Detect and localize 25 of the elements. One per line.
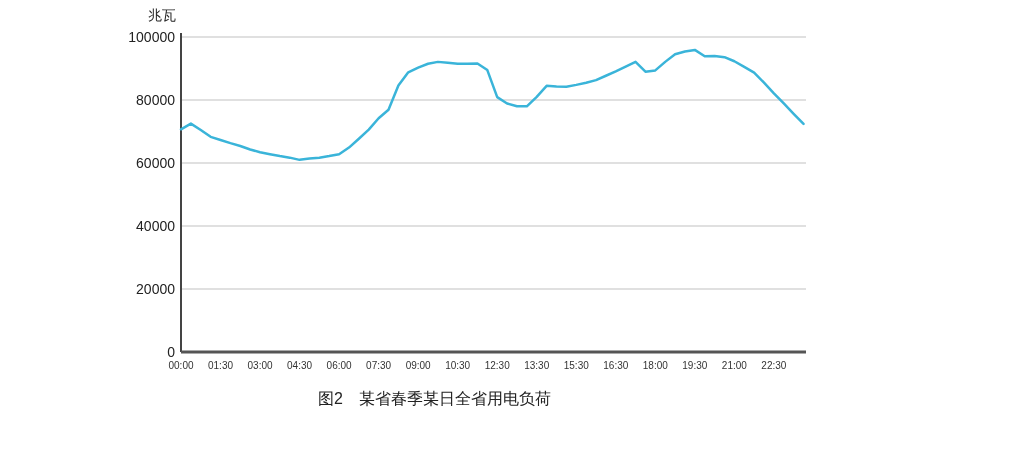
- x-tick-label: 09:00: [405, 360, 432, 371]
- x-tick-label: 04:30: [287, 360, 313, 371]
- x-tick-label: 21:00: [721, 360, 748, 371]
- line-series: [179, 48, 805, 162]
- x-tick-label: 07:30: [366, 360, 392, 371]
- y-tick-label: 0: [167, 344, 176, 360]
- x-tick-label: 06:00: [326, 360, 353, 371]
- x-tick-label: 22:30: [761, 360, 787, 371]
- y-tick-label: 80000: [136, 92, 176, 108]
- x-tick-label: 18:00: [642, 360, 669, 371]
- text: 图2 某省春季某日全省用电负荷: [318, 390, 551, 407]
- x-tick-label: 12:30: [484, 360, 511, 371]
- x-tick-label: 16:30: [603, 360, 629, 371]
- x-tick-label: 19:30: [682, 360, 708, 371]
- x-tick-label: 01:30: [208, 360, 234, 371]
- x-tick-label: 00:00: [168, 360, 194, 371]
- y-axis-title: 兆瓦: [148, 7, 176, 23]
- y-tick-label: 60000: [136, 155, 176, 171]
- y-tick-label: 20000: [136, 281, 176, 297]
- x-tick-label: 10:30: [445, 360, 471, 371]
- x-tick-label: 13:30: [524, 360, 550, 371]
- y-tick-label: 100000: [128, 29, 176, 45]
- x-tick-label: 15:30: [563, 360, 590, 371]
- y-tick-label: 40000: [136, 218, 176, 234]
- x-tick-label: 03:00: [247, 360, 273, 371]
